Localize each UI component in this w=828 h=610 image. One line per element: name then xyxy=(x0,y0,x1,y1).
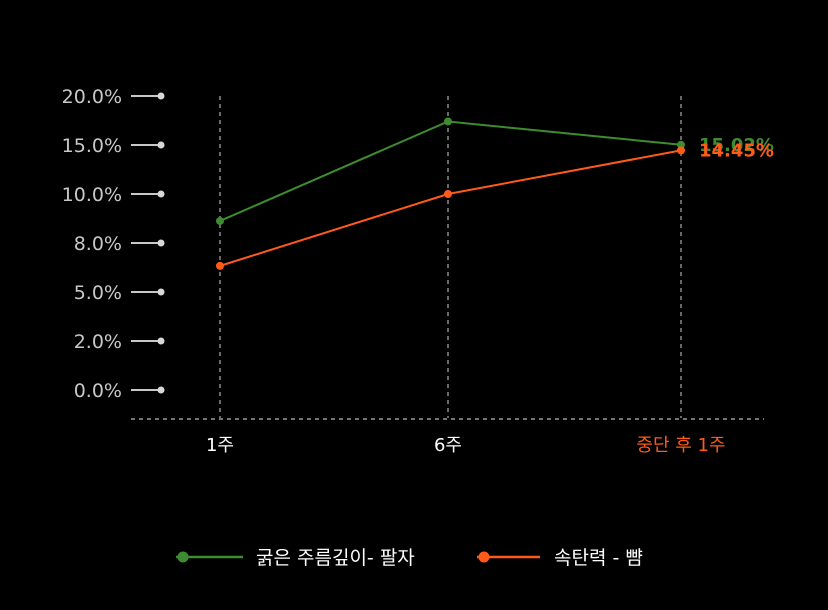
y-tick-dot xyxy=(157,288,165,296)
x-tick-label: 중단 후 1주 xyxy=(636,435,725,456)
x-tick-label: 1주 xyxy=(206,435,234,456)
axes-layer: 20.0% 15.0% 10.0% 8.0% 5.0% 2.0% 0.0% 1주 6주 중단 후 … xyxy=(62,86,764,456)
legend: 굵은 주름깊이- 팔자 속탄력 - 뺨 xyxy=(176,547,643,569)
legend-marker xyxy=(177,551,189,563)
y-tick-label: 10.0% xyxy=(62,184,122,206)
series-line-1 xyxy=(219,120,682,222)
y-tick-dot xyxy=(157,337,165,345)
series-layer: 15.02%14.45% xyxy=(216,117,774,270)
end-value-label: 14.45% xyxy=(699,140,774,161)
legend-label: 굵은 주름깊이- 팔자 xyxy=(256,547,415,569)
y-tick-dot xyxy=(157,239,165,247)
y-tick-label: 20.0% xyxy=(62,86,122,108)
y-tick-dot xyxy=(157,386,165,394)
y-tick-label: 2.0% xyxy=(74,331,122,353)
data-point xyxy=(677,140,685,149)
data-point xyxy=(216,216,224,225)
y-tick-label: 0.0% xyxy=(74,380,122,402)
x-tick-label: 6주 xyxy=(434,435,462,456)
y-tick-dot xyxy=(157,190,165,198)
data-point xyxy=(444,190,452,198)
end-value-label: 15.02% xyxy=(699,135,774,156)
y-tick-dot xyxy=(157,92,165,100)
data-point xyxy=(216,261,224,270)
data-point xyxy=(677,146,685,155)
legend-label: 속탄력 - 뺨 xyxy=(554,547,643,569)
y-tick-label: 8.0% xyxy=(74,233,122,255)
y-tick-label: 5.0% xyxy=(74,282,122,304)
y-tick-label: 15.0% xyxy=(62,135,122,157)
data-point xyxy=(444,117,452,126)
series-line-2 xyxy=(219,149,682,267)
legend-marker xyxy=(478,551,490,563)
y-tick-dot xyxy=(157,141,165,149)
